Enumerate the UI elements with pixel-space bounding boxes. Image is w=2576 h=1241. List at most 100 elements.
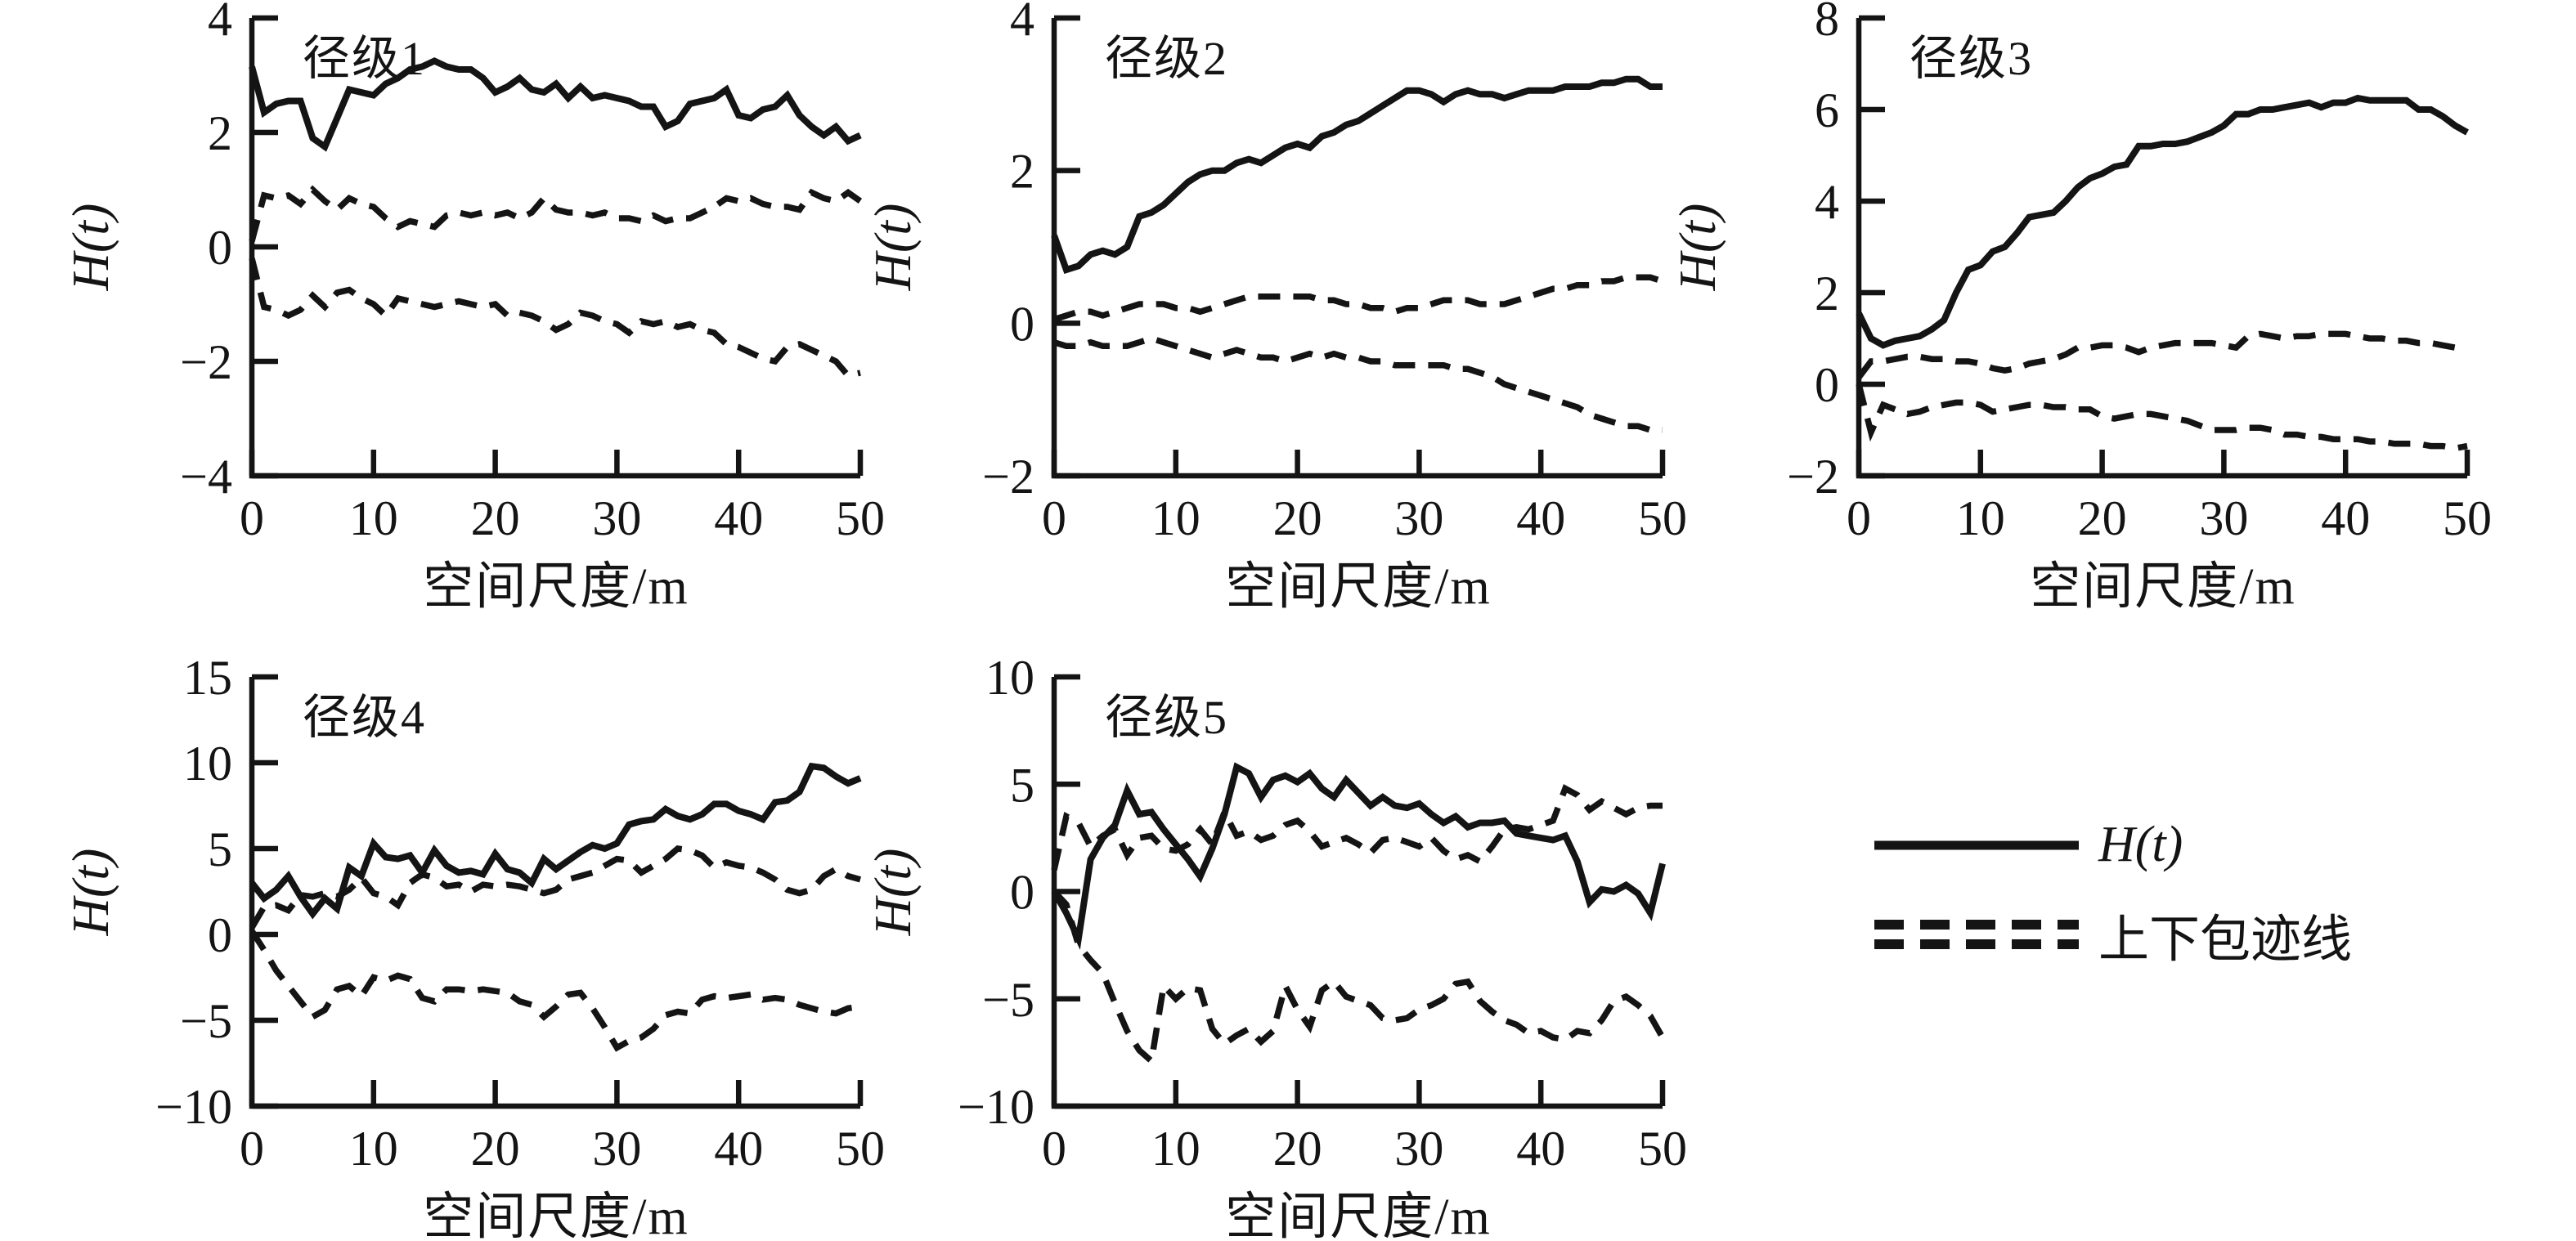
y-tick-label: −10 [155,1080,232,1134]
y-tick-label: −10 [958,1080,1034,1134]
series-envelope_upper [249,185,863,242]
y-tick-label: −5 [180,994,232,1048]
x-tick-label: 10 [1956,491,2005,545]
y-tick-label: 0 [208,908,232,962]
y-axis-label: H(t) [61,848,119,935]
x-tick-label: 30 [1394,1122,1443,1176]
series-ht [1051,75,1663,274]
series-envelope_upper [249,845,862,930]
x-tick-label: 10 [1151,1122,1200,1176]
legend: H(t) 上下包迹线 [1874,801,2537,997]
axes [249,674,864,1109]
axis-spines [1856,18,2467,479]
axis-spines [1051,18,1663,479]
y-tick-label: 2 [1010,145,1034,199]
series-ht [1856,94,2469,349]
x-tick-label: 10 [349,1122,398,1176]
subplot-title: 径级2 [1105,32,1229,85]
axes [249,15,864,479]
x-tick-label: 40 [1516,1122,1565,1176]
series-ht [249,57,862,152]
y-tick-label: 0 [1010,297,1034,351]
y-tick-label: 15 [183,651,232,705]
x-tick-label: 20 [471,491,520,545]
axis-spines [249,677,860,1109]
y-tick-label: 10 [985,651,1034,705]
y-tick-label: 6 [1815,83,1839,137]
x-tick-label: 10 [1151,491,1200,545]
x-tick-label: 30 [2199,491,2248,545]
x-tick-label: 0 [1847,491,1871,545]
x-tick-label: 30 [592,1122,641,1176]
series-envelope_upper [1052,274,1664,323]
legend-label: H(t) [2098,817,2183,872]
axis-spines [249,18,860,479]
x-tick-label: 30 [592,491,641,545]
x-tick-label: 40 [714,491,763,545]
legend-label: 上下包迹线 [2098,912,2353,968]
x-tick-label: 40 [714,1122,763,1176]
series-envelope_lower [1856,383,2468,452]
x-tick-label: 0 [1042,1122,1066,1176]
x-tick-label: 30 [1394,491,1443,545]
x-tick-label: 0 [240,491,264,545]
series-envelope_upper [1051,784,1663,871]
x-axis-label: 空间尺度/m [423,1189,689,1241]
y-tick-label: −2 [1787,450,1839,504]
y-tick-label: −5 [982,973,1034,1027]
x-axis-label: 空间尺度/m [423,559,689,615]
legend-item-envelope: 上下包迹线 [1874,898,2352,971]
y-tick-label: 2 [208,106,232,160]
x-tick-label: 20 [471,1122,520,1176]
x-axis-label: 空间尺度/m [1225,559,1492,615]
x-tick-label: 20 [2078,491,2127,545]
subplot-title: 径级5 [1105,691,1229,744]
y-axis-label: H(t) [61,203,119,291]
subplot-title: 径级3 [1910,32,2034,85]
x-tick-label: 50 [836,1122,885,1176]
axes [1856,15,2471,479]
y-tick-label: 0 [208,221,232,275]
x-tick-label: 20 [1273,491,1322,545]
y-tick-label: −2 [180,335,232,389]
y-tick-label: −2 [982,450,1034,504]
axes [1051,674,1666,1109]
x-axis-label: 空间尺度/m [2030,559,2296,615]
x-tick-label: 10 [349,491,398,545]
y-axis-label: H(t) [1668,203,1726,291]
y-tick-label: 0 [1815,358,1839,412]
series-ht [1051,762,1666,950]
x-tick-label: 50 [1638,491,1687,545]
axis-spines [1051,677,1663,1109]
x-tick-label: 40 [2321,491,2370,545]
x-tick-label: 50 [2443,491,2492,545]
x-tick-label: 50 [1638,1122,1687,1176]
y-tick-label: 5 [208,822,232,876]
subplot-title: 径级4 [303,691,427,744]
subplot-title: 径级1 [303,32,427,85]
legend-item-ht: H(t) [1874,816,2183,874]
y-tick-label: 4 [208,0,232,46]
y-tick-label: 0 [1010,866,1034,920]
x-tick-label: 0 [1042,491,1066,545]
y-tick-label: 5 [1010,758,1034,812]
x-tick-label: 50 [836,491,885,545]
series-envelope_lower [249,258,861,379]
y-tick-label: −4 [180,450,232,504]
series-envelope_lower [1052,335,1663,433]
y-tick-label: 2 [1815,267,1839,320]
y-axis-label: H(t) [864,848,922,935]
series-envelope_lower [249,929,861,1052]
y-axis-label: H(t) [864,203,922,291]
series-envelope_lower [1052,889,1666,1068]
